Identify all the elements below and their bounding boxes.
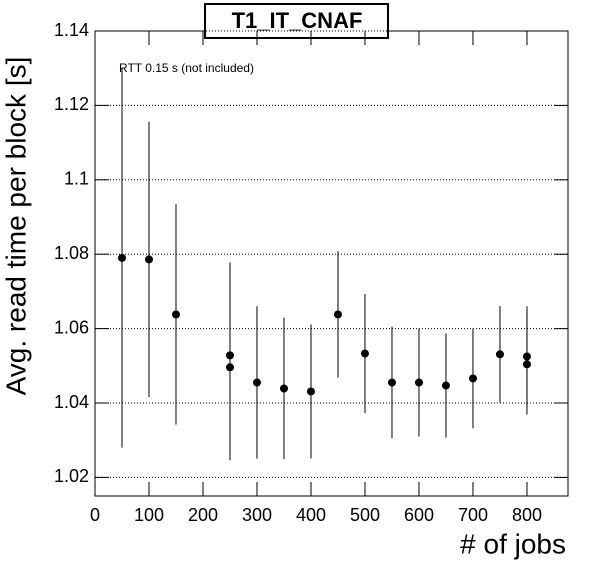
x-tick-label: 300 [242, 505, 272, 525]
x-tick-label: 800 [512, 505, 542, 525]
data-point [252, 378, 261, 387]
y-tick-label: 1.04 [54, 392, 89, 412]
x-tick-label: 500 [350, 505, 380, 525]
y-tick-label: 1.08 [54, 243, 89, 263]
data-point [117, 253, 126, 262]
y-tick-label: 1.06 [54, 317, 89, 337]
data-point [522, 360, 531, 369]
y-tick-label: 1.12 [54, 94, 89, 114]
data-point [225, 363, 234, 372]
x-tick-label: 200 [188, 505, 218, 525]
plot-frame [94, 30, 569, 497]
data-point [441, 381, 450, 390]
data-point [360, 349, 369, 358]
x-tick-label: 700 [458, 505, 488, 525]
annotation: RTT 0.15 s (not included) [119, 61, 254, 75]
title-box [204, 3, 389, 39]
x-tick-label: 600 [404, 505, 434, 525]
data-point [387, 378, 396, 387]
y-tick-label: 1.14 [54, 20, 89, 40]
chart-title: T1_IT_CNAF [232, 8, 363, 33]
y-axis-label: Avg. read time per block [s] [0, 57, 31, 396]
data-point [333, 310, 342, 319]
x-tick-label: 100 [134, 505, 164, 525]
data-point [468, 374, 477, 383]
x-tick-label: 0 [90, 505, 100, 525]
x-tick-label: 400 [296, 505, 326, 525]
data-point [279, 384, 288, 393]
data-point [171, 310, 180, 319]
y-tick-label: 1.02 [54, 466, 89, 486]
data-point [144, 255, 153, 264]
data-point [414, 378, 423, 387]
y-tick-label: 1.1 [64, 169, 89, 189]
x-axis-label: # of jobs [460, 528, 566, 559]
data-point [495, 350, 504, 359]
data-point [306, 387, 315, 396]
